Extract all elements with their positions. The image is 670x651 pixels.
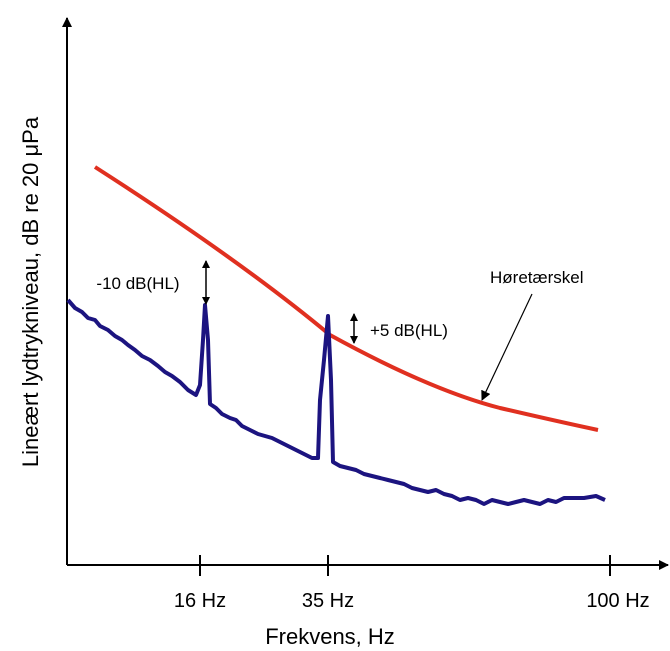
x-tick-label: 35 Hz: [302, 590, 354, 612]
x-tick-label: 16 Hz: [174, 590, 226, 612]
x-tick-label: 100 Hz: [586, 590, 649, 612]
noise-spectrum: [66, 298, 606, 506]
pointer-arrow: [481, 293, 533, 401]
annotation: +5 dB(HL): [370, 321, 448, 340]
y-axis-label: Lineært lydtrykniveau, dB re 20 μPa: [18, 116, 43, 467]
x-axis-label: Frekvens, Hz: [265, 624, 395, 649]
annotation: Høretærskel: [490, 268, 584, 287]
threshold-curve: [93, 165, 599, 432]
annotation: -10 dB(HL): [96, 274, 179, 293]
